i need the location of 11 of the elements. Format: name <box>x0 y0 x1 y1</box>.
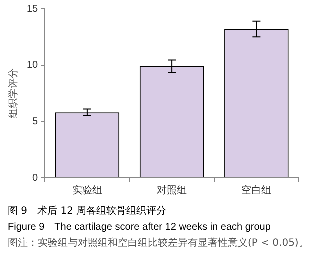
y-tick-label: 15 <box>27 4 39 15</box>
text: 图注：实验组与对照组和空白组比较差异有显著性意义(P < 0.05)。 <box>8 236 310 251</box>
x-tick-label: 对照组 <box>157 184 188 197</box>
y-tick-label: 10 <box>27 60 39 72</box>
y-axis-title: 组织学评分 <box>8 68 20 118</box>
y-tick-label: 0 <box>32 172 39 184</box>
x-tick-label: 实验组 <box>72 184 102 197</box>
text: 图 9 术后 12 周各组软骨组织评分 <box>8 204 168 219</box>
y-tick-label: 5 <box>32 116 39 128</box>
text: Figure 9 The cartilage score after 12 weeks in each group <box>8 221 272 235</box>
x-tick-label: 空白组 <box>242 184 272 197</box>
